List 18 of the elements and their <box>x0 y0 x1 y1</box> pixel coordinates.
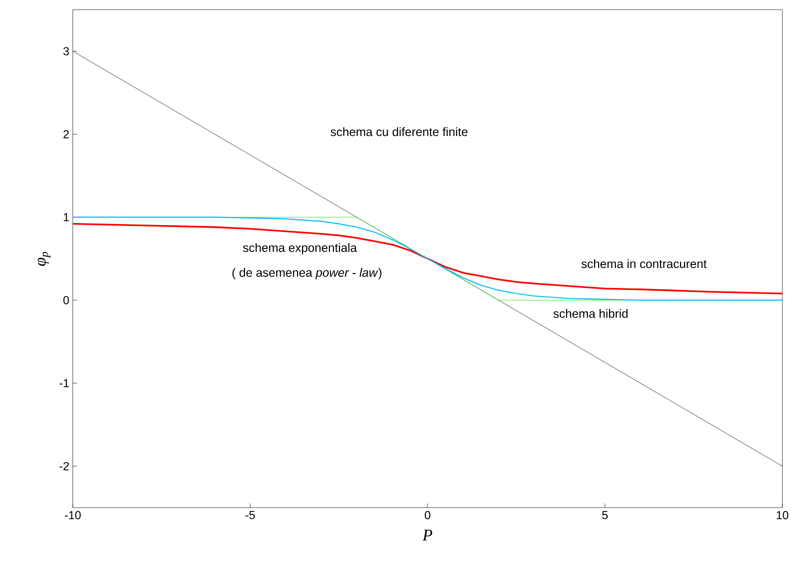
annotation: ( de asemenea power - law) <box>232 268 382 280</box>
x-tick-label: 0 <box>424 511 430 520</box>
y-tick-label: 2 <box>64 130 69 138</box>
x-tick-label: 10 <box>776 511 788 520</box>
x-axis-title: P <box>422 530 432 541</box>
annotation: schema exponentiala <box>243 243 357 255</box>
x-tick-label: -10 <box>64 511 81 520</box>
x-tick-label: 5 <box>602 511 608 520</box>
x-tick-label: -5 <box>246 511 255 520</box>
annotation: schema cu diferente finite <box>330 127 468 136</box>
y-tick-label: 3 <box>63 47 69 56</box>
y-tick-label: -2 <box>60 462 69 470</box>
y-tick-label: 1 <box>64 213 69 222</box>
y-axis-title: φ$_{p}$ <box>38 252 50 266</box>
y-tick-label: 0 <box>63 296 69 304</box>
y-tick-label: -1 <box>60 379 69 388</box>
annotation: schema hibrid <box>553 309 628 318</box>
annotation: schema in contracurent <box>581 259 707 268</box>
